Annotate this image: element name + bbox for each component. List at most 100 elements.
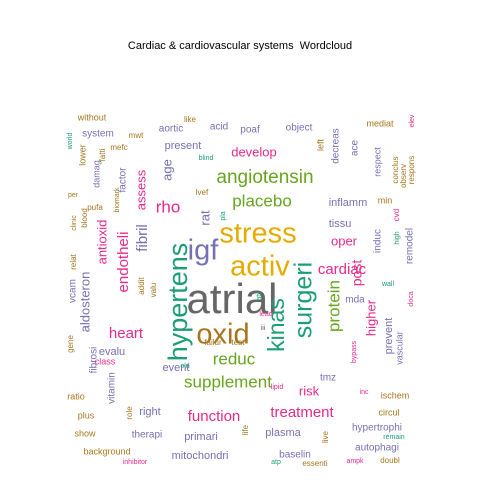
word-acid: acid <box>210 122 228 133</box>
word-lipid: lipid <box>271 384 284 391</box>
word-vitamin: vitamin <box>107 372 118 404</box>
word-fibril: fibril <box>134 224 151 252</box>
word-vcam: vcam <box>68 279 79 303</box>
word-plasma: plasma <box>265 427 301 439</box>
word-right: right <box>139 406 160 418</box>
word-old: old <box>180 363 189 370</box>
word-blind: blind <box>199 155 214 162</box>
word-hypertrophi: hypertrophi <box>352 423 402 434</box>
word-surgeri: surgeri <box>290 262 318 338</box>
word-remodel: remodel <box>405 228 416 264</box>
word-tmz: tmz <box>320 373 336 384</box>
word-high: high <box>394 231 401 244</box>
word-biomark: biomark <box>114 187 121 212</box>
word-respons: respons <box>407 156 416 184</box>
word-plus: plus <box>78 410 95 420</box>
word-like: like <box>184 115 197 124</box>
word-clinic: clinic <box>71 215 78 231</box>
word-activ: activ <box>230 251 290 283</box>
word-rho: rho <box>156 197 181 216</box>
word-develop: develop <box>231 144 277 159</box>
word-age: age <box>159 159 174 181</box>
word-aldosteron: aldosteron <box>77 272 92 333</box>
word-heart: heart <box>109 325 144 342</box>
word-cvd: cvd <box>392 209 401 221</box>
word-treatment: treatment <box>270 404 334 421</box>
word-oper: oper <box>331 233 358 248</box>
word-damag: damag <box>91 160 101 188</box>
word-observ: observ <box>399 164 408 188</box>
word-event: event <box>163 362 190 374</box>
word-atrial: atrial <box>186 275 277 322</box>
word-per: per <box>68 192 79 199</box>
word-fibrosi: fibrosi <box>89 347 100 374</box>
word-supplement: supplement <box>184 372 272 391</box>
word-pufa: pufa <box>87 203 103 212</box>
word-left: left <box>315 139 325 152</box>
word-without: without <box>77 112 107 122</box>
word-inflamm: inflamm <box>329 197 368 209</box>
word-mitochondri: mitochondri <box>172 450 229 462</box>
word-mediat: mediat <box>366 118 394 128</box>
word-atv: atv <box>256 291 263 301</box>
word-mda: mda <box>345 295 365 306</box>
word-ampk: ampk <box>346 458 364 465</box>
word-blood: blood <box>80 208 89 228</box>
word-elev: elev <box>409 114 416 127</box>
word-prevent: prevent <box>383 318 395 355</box>
word-rat: rat <box>197 210 212 226</box>
word-factor: factor <box>118 167 129 193</box>
word-oxid: oxid <box>196 319 249 351</box>
word-lower: lower <box>77 144 87 166</box>
word-wall: wall <box>381 281 395 288</box>
word-doca: doca <box>408 291 415 306</box>
word-decreas: decreas <box>331 128 342 164</box>
word-aortic: aortic <box>159 124 183 135</box>
word-hypertens: hypertens <box>163 243 193 362</box>
word-antioxid: antioxid <box>94 220 109 265</box>
word-test: test <box>232 338 246 347</box>
word-present: present <box>165 140 202 152</box>
word-poaf: poaf <box>240 125 260 136</box>
word-respect: respect <box>372 147 382 177</box>
word-ace: ace <box>350 140 361 157</box>
word-cardiac: cardiac <box>318 261 367 278</box>
word-remain: remain <box>383 434 405 441</box>
word-atp: atp <box>271 459 281 466</box>
word-doubl: doubl <box>380 456 400 465</box>
word-role: role <box>125 406 134 420</box>
word-mwt: mwt <box>129 131 144 140</box>
word-valu: valu <box>149 283 158 298</box>
word-mefc: mefc <box>110 143 127 152</box>
word-failur: failur <box>204 338 222 347</box>
word-tissu: tissu <box>329 218 352 230</box>
word-function: function <box>188 408 241 425</box>
word-baselin: baselin <box>279 450 311 461</box>
word-protein: protein <box>324 280 343 332</box>
word-reduc: reduc <box>213 349 256 368</box>
word-addit: addit <box>137 277 146 295</box>
word-kinas: kinas <box>263 298 289 352</box>
word-stress: stress <box>219 218 296 250</box>
word-igf: igf <box>188 235 220 267</box>
word-ratio: ratio <box>67 391 85 401</box>
word-life: life <box>241 424 250 435</box>
word-circul: circul <box>378 407 399 417</box>
word-lvef: lvef <box>196 188 209 197</box>
word-essenti: essenti <box>302 459 328 468</box>
word-lead: lead <box>259 311 272 318</box>
word-induc: induc <box>373 229 384 253</box>
word-ischem: ischem <box>381 390 410 400</box>
word-higher: higher <box>363 299 378 336</box>
word-inc: inc <box>360 389 369 396</box>
word-min: min <box>378 195 393 205</box>
chart-title: Cardiac & cardiovascular systems Wordclo… <box>127 40 353 52</box>
word-vascular: vascular <box>394 331 404 365</box>
word-placebo: placebo <box>232 191 292 210</box>
word-iii: iii <box>261 325 266 332</box>
word-world: world <box>67 133 74 151</box>
word-endotheli: endotheli <box>115 232 132 293</box>
word-primari: primari <box>184 431 218 443</box>
word-background: background <box>83 446 130 456</box>
